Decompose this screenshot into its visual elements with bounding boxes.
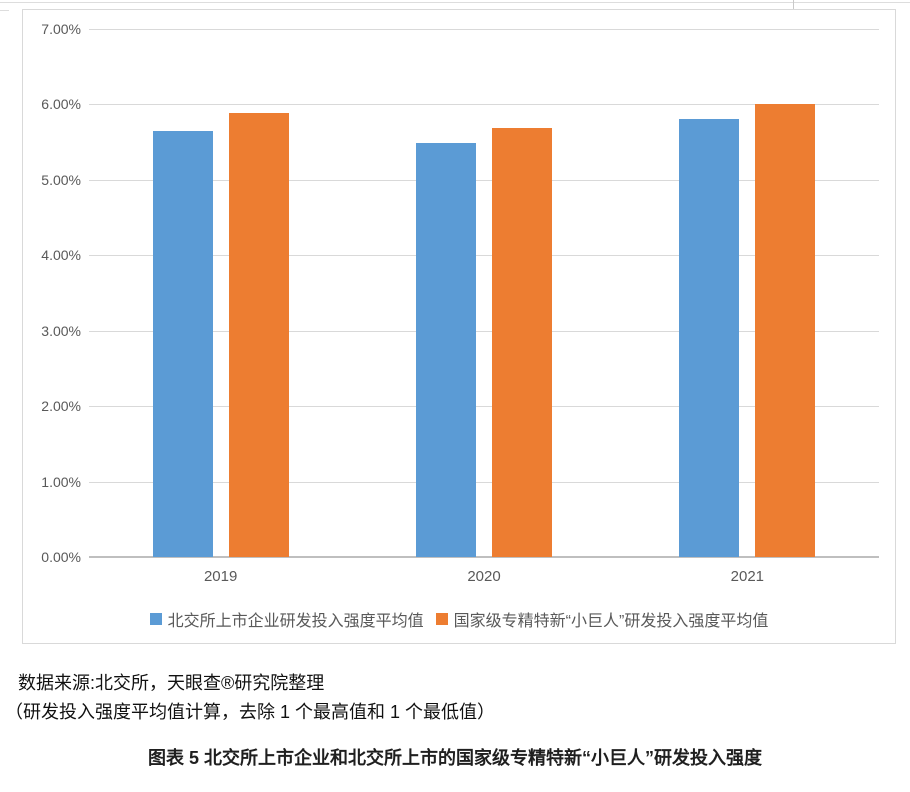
x-axis-line [89,556,879,558]
y-gridline [89,255,879,257]
y-axis-tick-label: 1.00% [41,473,81,490]
y-axis-tick-label: 0.00% [41,549,81,565]
y-axis-tick-label: 7.00% [41,21,81,37]
page-divider-line [0,2,910,3]
y-axis-tick-label: 6.00% [41,96,81,113]
y-axis-tick-label: 3.00% [41,322,81,339]
bar-series2-2019 [228,113,289,557]
y-gridline [89,29,879,30]
page-border-stub [0,10,9,11]
legend-item-series1: 北交所上市企业研发投入强度平均值 [149,607,424,631]
bar-series2-2020 [492,127,552,557]
table-cell-border-stub [793,0,794,9]
x-axis-tick-label: 2020 [467,568,501,585]
y-axis-tick-label: 4.00% [41,247,81,264]
calculation-note: （研发投入强度平均值计算，去除 1 个最高值和 1 个最低值） [5,702,496,722]
data-source-note: 数据来源:北交所，天眼查®研究院整理 [18,673,325,693]
y-gridline [89,104,879,106]
chart-legend: 北交所上市企业研发投入强度平均值 国家级专精特新“小巨人”研发投入强度平均值 [23,607,895,631]
y-gridline [89,481,879,483]
bar-series1-2019 [152,130,213,557]
x-axis-tick-label: 2021 [730,568,765,585]
y-gridline [89,330,879,332]
legend-label: 国家级专精特新“小巨人”研发投入强度平均值 [453,613,769,630]
y-axis-tick-label: 5.00% [41,171,81,188]
x-axis-tick-label: 2019 [203,568,238,585]
legend-swatch-icon [149,613,162,625]
legend-label: 北交所上市企业研发投入强度平均值 [167,613,424,630]
figure-caption: 图表 5 北交所上市企业和北交所上市的国家级专精特新“小巨人”研发投入强度 [147,748,762,768]
chart-frame: 0.00% 1.00% 2.00% 3.00% 4.00% 5.00% 6.00% 7.00%… [22,9,896,644]
legend-item-series2: 国家级专精特新“小巨人”研发投入强度平均值 [435,607,769,631]
bar-series2-2021 [755,104,816,557]
y-gridline [89,179,879,181]
y-axis-tick-label: 2.00% [41,398,81,415]
legend-swatch-icon [435,613,448,625]
bar-series1-2020 [416,142,476,557]
bar-series1-2021 [679,118,740,557]
y-gridline [89,406,879,408]
